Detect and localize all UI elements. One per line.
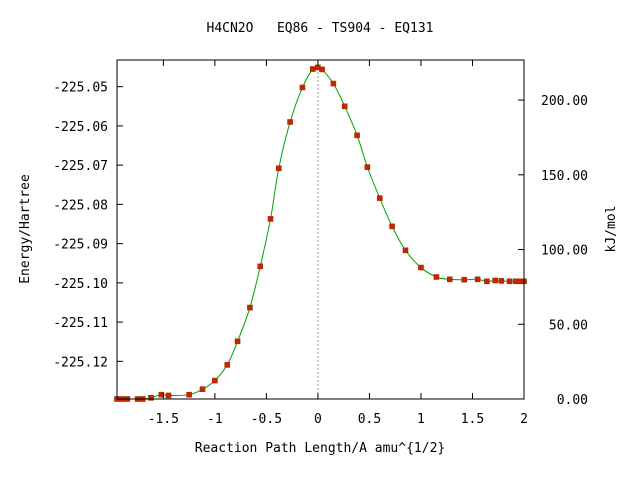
- data-point: [247, 304, 253, 311]
- y-tick-label: -225.10: [53, 277, 108, 292]
- y-tick-label: -225.07: [53, 159, 108, 174]
- y2-tick-label: 100.00: [541, 244, 588, 259]
- y2-tick-label: 50.00: [549, 318, 588, 333]
- data-point: [492, 277, 498, 284]
- chart-title: H4CN2O EQ86 - TS904 - EQ131: [207, 21, 434, 36]
- x-tick-label: -1: [207, 412, 223, 427]
- data-point: [319, 66, 325, 73]
- energy-curve: [116, 66, 524, 400]
- data-point: [275, 165, 282, 172]
- data-point: [433, 274, 440, 280]
- data-point: [287, 119, 293, 125]
- data-point: [224, 362, 231, 368]
- data-point: [212, 377, 218, 384]
- data-point: [234, 338, 241, 345]
- data-point: [376, 195, 383, 201]
- data-point: [364, 164, 371, 170]
- y-tick-label: -225.08: [53, 198, 108, 213]
- data-point: [447, 276, 453, 283]
- y-tick-label: -225.11: [53, 316, 108, 331]
- data-point: [418, 264, 424, 271]
- x-tick-label: -0.5: [251, 412, 282, 427]
- x-tick-label: 0.5: [358, 412, 381, 427]
- data-point: [257, 263, 264, 270]
- data-point: [199, 386, 206, 392]
- data-point: [389, 223, 395, 230]
- plot-frame: [116, 59, 525, 400]
- x-tick-label: 1: [417, 412, 425, 427]
- y2-axis-label: kJ/mol: [604, 206, 619, 253]
- data-point: [461, 276, 468, 283]
- data-point: [498, 278, 505, 284]
- data-point: [484, 278, 490, 285]
- y-tick-label: -225.09: [53, 238, 108, 253]
- x-tick-label: 1.5: [461, 412, 484, 427]
- data-point: [309, 66, 316, 72]
- data-point: [330, 80, 337, 87]
- data-point: [267, 216, 274, 222]
- x-axis-label: Reaction Path Length/A amu^{1/2}: [195, 441, 445, 456]
- x-tick-label: 0: [314, 412, 322, 427]
- y2-tick-label: 0.00: [557, 393, 588, 408]
- x-tick-label: 2: [520, 412, 528, 427]
- data-point: [402, 247, 409, 254]
- y-tick-label: -225.12: [53, 355, 108, 370]
- data-point: [186, 391, 192, 398]
- data-point: [165, 392, 172, 399]
- data-point: [341, 103, 348, 110]
- data-point: [506, 278, 513, 285]
- x-tick-label: -1.5: [148, 412, 179, 427]
- data-point: [474, 276, 481, 283]
- y-axis-label: Energy/Hartree: [18, 174, 33, 284]
- data-point: [354, 132, 360, 139]
- y-tick-label: -225.05: [53, 81, 108, 96]
- data-point: [299, 84, 306, 91]
- data-point: [148, 395, 154, 401]
- y-tick-label: -225.06: [53, 120, 108, 135]
- y2-tick-label: 200.00: [541, 94, 588, 109]
- y2-tick-label: 150.00: [541, 169, 588, 184]
